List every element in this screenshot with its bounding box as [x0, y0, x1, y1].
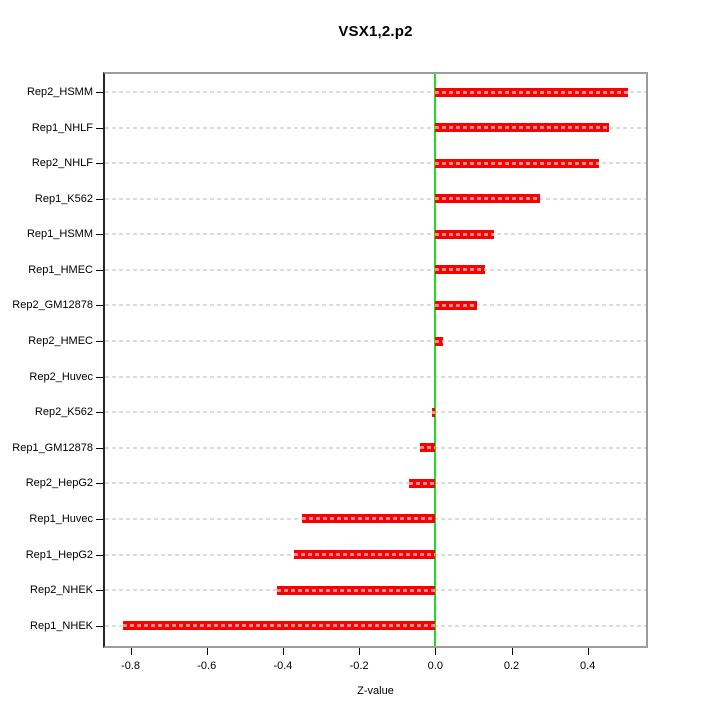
- y-axis-label: Rep1_NHEK: [30, 619, 93, 632]
- bar: [435, 336, 443, 346]
- bar-stripe: [420, 446, 436, 450]
- x-axis-tick-label: 0.0: [427, 660, 443, 672]
- x-axis-tick-label: 0.4: [580, 660, 596, 672]
- bar-stripe: [435, 161, 600, 165]
- bar: [301, 514, 436, 524]
- bar-stripe: [277, 588, 436, 592]
- bar: [435, 194, 541, 204]
- y-axis-tick: [96, 341, 103, 343]
- grid-line: [105, 304, 646, 307]
- bar-stripe: [301, 517, 436, 521]
- grid-line: [105, 375, 646, 378]
- bar-stripe: [431, 410, 436, 414]
- grid-line: [105, 340, 646, 343]
- bar: [408, 478, 436, 488]
- y-axis-label: Rep1_NHLF: [31, 121, 93, 134]
- y-axis-tick: [96, 518, 103, 520]
- bar-stripe: [122, 624, 436, 628]
- x-axis-title: Z-value: [357, 685, 394, 697]
- bar: [435, 300, 478, 310]
- y-axis-tick: [96, 127, 103, 129]
- x-axis-tick-label: -0.8: [121, 660, 140, 672]
- y-axis-label: Rep1_HepG2: [25, 548, 93, 561]
- grid-line: [105, 482, 646, 485]
- bar-stripe: [435, 197, 541, 201]
- y-axis-label: Rep1_Huvec: [29, 512, 93, 525]
- bar-stripe: [435, 268, 485, 272]
- bar-stripe: [435, 339, 443, 343]
- y-axis-label: Rep2_HepG2: [25, 477, 93, 490]
- zero-line: [434, 74, 437, 646]
- bar: [277, 585, 436, 595]
- x-axis-tick: [282, 648, 284, 655]
- y-axis-tick: [96, 412, 103, 414]
- bar: [294, 550, 436, 560]
- y-axis-tick: [96, 163, 103, 165]
- x-axis-tick: [359, 648, 361, 655]
- y-axis-tick: [96, 305, 103, 307]
- y-axis-label: Rep2_Huvec: [29, 370, 93, 383]
- grid-line: [105, 268, 646, 271]
- y-axis-label: Rep2_HMEC: [28, 335, 93, 348]
- x-axis-tick: [511, 648, 513, 655]
- y-axis-tick: [96, 554, 103, 556]
- bar-stripe: [435, 90, 628, 94]
- x-axis-tick-label: -0.6: [197, 660, 217, 672]
- chart-title: VSX1,2.p2: [338, 23, 413, 40]
- bar: [435, 158, 600, 168]
- x-axis-tick: [130, 648, 132, 655]
- bar: [435, 87, 628, 97]
- x-axis-tick-label: -0.4: [273, 660, 293, 672]
- grid-line: [105, 446, 646, 449]
- y-axis-label: Rep1_HSMM: [26, 228, 93, 241]
- y-axis-label: Rep1_K562: [34, 192, 93, 205]
- y-axis-tick: [96, 590, 103, 592]
- x-axis-tick-label: 0.2: [503, 660, 520, 672]
- bar-stripe: [294, 553, 436, 557]
- bar-stripe: [435, 303, 478, 307]
- x-axis-tick: [206, 648, 208, 655]
- y-axis-label: Rep2_HSMM: [26, 86, 93, 98]
- y-axis-tick: [96, 483, 103, 485]
- bar: [435, 265, 485, 275]
- bar: [435, 123, 609, 133]
- bar-stripe: [435, 126, 609, 130]
- grid-line: [105, 411, 646, 414]
- bar: [435, 229, 495, 239]
- y-axis-label: Rep2_NHLF: [31, 157, 93, 170]
- bar-stripe: [408, 481, 436, 485]
- y-axis-label: Rep1_GM12878: [12, 441, 93, 454]
- y-axis-tick: [96, 625, 103, 627]
- bar: [122, 621, 436, 631]
- y-axis-label: Rep2_NHEK: [30, 584, 93, 597]
- y-axis-label: Rep2_K562: [34, 406, 93, 419]
- grid-line: [105, 126, 646, 129]
- bar: [431, 407, 436, 417]
- grid-line: [105, 233, 646, 236]
- y-axis-tick: [96, 269, 103, 271]
- grid-line: [105, 162, 646, 165]
- y-axis-tick: [96, 234, 103, 236]
- y-axis-tick: [96, 198, 103, 200]
- x-axis-tick: [435, 648, 437, 655]
- bar-stripe: [435, 232, 495, 236]
- x-axis-tick-label: -0.2: [349, 660, 369, 672]
- y-axis-label: Rep2_GM12878: [12, 299, 93, 312]
- y-axis-tick: [96, 92, 103, 93]
- grid-line: [105, 91, 646, 93]
- bar: [420, 443, 436, 453]
- y-axis-tick: [96, 447, 103, 449]
- grid-line: [105, 197, 646, 200]
- x-axis-tick: [587, 648, 589, 655]
- y-axis-label: Rep1_HMEC: [28, 263, 93, 276]
- y-axis-tick: [96, 376, 103, 378]
- plot-area: [103, 72, 648, 648]
